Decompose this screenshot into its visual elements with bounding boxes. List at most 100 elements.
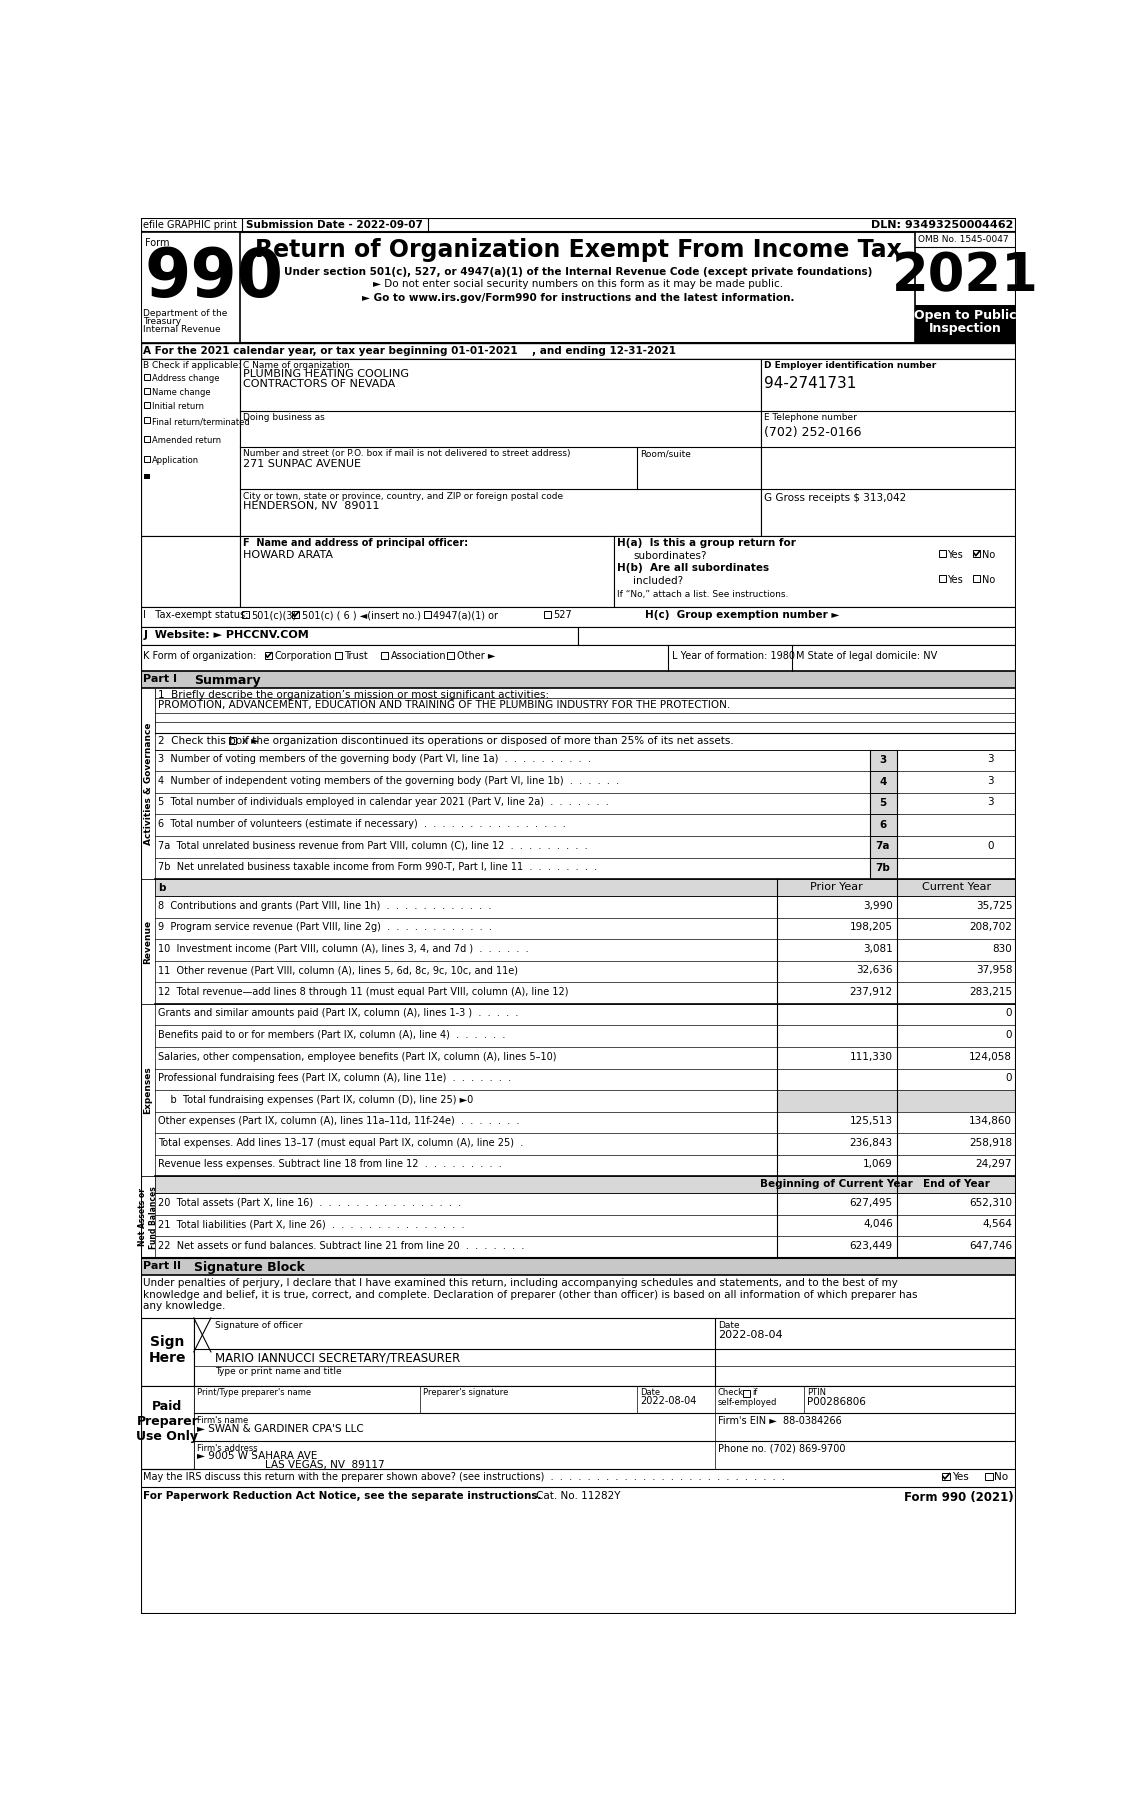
Text: 5  Total number of individuals employed in calendar year 2021 (Part V, line 2a) : 5 Total number of individuals employed i… <box>158 798 609 807</box>
Text: 236,843: 236,843 <box>850 1137 893 1148</box>
Text: 11  Other revenue (Part VIII, column (A), lines 5, 6d, 8c, 9c, 10c, and 11e): 11 Other revenue (Part VIII, column (A),… <box>158 965 518 976</box>
Text: 3: 3 <box>879 755 886 766</box>
Text: Under section 501(c), 527, or 4947(a)(1) of the Internal Revenue Code (except pr: Under section 501(c), 527, or 4947(a)(1)… <box>285 267 873 278</box>
Text: 2021: 2021 <box>892 250 1039 301</box>
Text: HOWARD ARATA: HOWARD ARATA <box>244 550 333 559</box>
Text: 7a  Total unrelated business revenue from Part VIII, column (C), line 12  .  .  : 7a Total unrelated business revenue from… <box>158 840 588 851</box>
Text: H(c)  Group exemption number ►: H(c) Group exemption number ► <box>645 610 839 620</box>
Bar <box>194 1386 1016 1413</box>
Text: Sign
Here: Sign Here <box>149 1335 186 1366</box>
Bar <box>743 1390 751 1397</box>
Text: L Year of formation: 1980: L Year of formation: 1980 <box>672 651 795 660</box>
Bar <box>240 535 614 606</box>
Text: b: b <box>158 883 166 892</box>
Text: Prior Year: Prior Year <box>809 882 863 892</box>
Bar <box>141 1386 194 1469</box>
Text: Current Year: Current Year <box>922 882 991 892</box>
Text: P00286806: P00286806 <box>807 1397 866 1406</box>
Text: 32,636: 32,636 <box>857 965 893 976</box>
Text: Amended return: Amended return <box>152 435 221 444</box>
Text: efile GRAPHIC print: efile GRAPHIC print <box>143 219 237 230</box>
Bar <box>614 535 1016 606</box>
Text: Yes: Yes <box>947 575 963 584</box>
Text: DLN: 93493250004462: DLN: 93493250004462 <box>872 219 1014 230</box>
Text: K Form of organization:: K Form of organization: <box>143 651 256 660</box>
Text: Submission Date - 2022-09-07: Submission Date - 2022-09-07 <box>246 219 422 230</box>
Bar <box>194 1440 1016 1469</box>
Text: 4947(a)(1) or: 4947(a)(1) or <box>434 610 498 620</box>
Text: 3: 3 <box>987 798 994 807</box>
Text: Paid
Preparer
Use Only: Paid Preparer Use Only <box>137 1400 199 1442</box>
Text: 652,310: 652,310 <box>969 1197 1013 1208</box>
Bar <box>335 651 342 658</box>
Text: Date: Date <box>718 1321 741 1330</box>
Bar <box>141 359 240 535</box>
Text: Net Assets or
Fund Balances: Net Assets or Fund Balances <box>139 1186 158 1248</box>
Bar <box>141 535 240 606</box>
Text: PROMOTION, ADVANCEMENT, EDUCATION AND TRAINING OF THE PLUMBING INDUSTRY FOR THE : PROMOTION, ADVANCEMENT, EDUCATION AND TR… <box>158 700 730 711</box>
Bar <box>973 550 980 557</box>
Bar <box>869 814 896 836</box>
Bar <box>145 417 150 423</box>
Text: 4  Number of independent voting members of the governing body (Part VI, line 1b): 4 Number of independent voting members o… <box>158 776 620 785</box>
Text: Professional fundraising fees (Part IX, column (A), line 11e)  .  .  .  .  .  . : Professional fundraising fees (Part IX, … <box>158 1074 511 1083</box>
Text: Yes: Yes <box>952 1471 969 1482</box>
Bar <box>869 771 896 793</box>
Text: PTIN: PTIN <box>807 1388 825 1397</box>
Text: 134,860: 134,860 <box>969 1116 1013 1126</box>
Text: 2022-08-04: 2022-08-04 <box>718 1330 784 1339</box>
Text: if the organization discontinued its operations or disposed of more than 25% of : if the organization discontinued its ope… <box>238 736 734 746</box>
Bar <box>869 793 896 814</box>
Text: Signature Block: Signature Block <box>194 1261 305 1273</box>
Text: If “No,” attach a list. See instructions.: If “No,” attach a list. See instructions… <box>616 590 788 599</box>
Bar <box>986 1473 992 1480</box>
Text: 8  Contributions and grants (Part VIII, line 1h)  .  .  .  .  .  .  .  .  .  .  : 8 Contributions and grants (Part VIII, l… <box>158 902 491 911</box>
Text: Other ►: Other ► <box>456 651 495 660</box>
Text: Initial return: Initial return <box>152 401 204 410</box>
Bar <box>382 651 388 658</box>
Text: 1,069: 1,069 <box>864 1159 893 1170</box>
Text: 501(c)(3): 501(c)(3) <box>251 610 297 620</box>
Text: 3  Number of voting members of the governing body (Part VI, line 1a)  .  .  .  .: 3 Number of voting members of the govern… <box>158 755 592 764</box>
Text: Activities & Governance: Activities & Governance <box>143 722 152 845</box>
Text: Doing business as: Doing business as <box>244 414 325 423</box>
Bar <box>145 455 150 463</box>
Text: 0: 0 <box>987 840 994 851</box>
Bar <box>141 232 1016 343</box>
Text: (702) 252-0166: (702) 252-0166 <box>764 426 861 439</box>
Text: self-employed: self-employed <box>718 1399 777 1408</box>
Text: Salaries, other compensation, employee benefits (Part IX, column (A), lines 5–10: Salaries, other compensation, employee b… <box>158 1052 557 1061</box>
Text: b  Total fundraising expenses (Part IX, column (D), line 25) ►0: b Total fundraising expenses (Part IX, c… <box>158 1094 473 1105</box>
Text: For Paperwork Reduction Act Notice, see the separate instructions.: For Paperwork Reduction Act Notice, see … <box>143 1491 542 1502</box>
Text: 627,495: 627,495 <box>850 1197 893 1208</box>
Text: D Employer identification number: D Employer identification number <box>764 361 936 370</box>
Bar <box>141 671 1016 688</box>
Bar <box>896 1090 1016 1112</box>
Bar <box>425 611 431 619</box>
Text: City or town, state or province, country, and ZIP or foreign postal code: City or town, state or province, country… <box>244 492 563 501</box>
Text: subordinates?: subordinates? <box>633 551 707 561</box>
Text: C Name of organization: C Name of organization <box>244 361 350 370</box>
Text: Open to Public: Open to Public <box>913 308 1016 321</box>
Text: Address change: Address change <box>152 374 219 383</box>
Bar <box>141 646 1016 671</box>
Bar <box>869 836 896 858</box>
Text: 2  Check this box ►: 2 Check this box ► <box>158 736 260 746</box>
Text: 3,081: 3,081 <box>864 943 893 954</box>
Bar <box>145 401 150 408</box>
Text: B Check if applicable:: B Check if applicable: <box>143 361 242 370</box>
Bar <box>194 1319 1016 1386</box>
Text: 283,215: 283,215 <box>969 987 1013 998</box>
Text: Internal Revenue: Internal Revenue <box>143 325 221 334</box>
Text: A For the 2021 calendar year, or tax year beginning 01-01-2021    , and ending 1: A For the 2021 calendar year, or tax yea… <box>143 345 676 356</box>
Text: 647,746: 647,746 <box>969 1241 1013 1252</box>
Text: PLUMBING HEATING COOLING: PLUMBING HEATING COOLING <box>244 370 410 379</box>
Text: 258,918: 258,918 <box>969 1137 1013 1148</box>
Bar <box>240 359 761 535</box>
Text: 21  Total liabilities (Part X, line 26)  .  .  .  .  .  .  .  .  .  .  .  .  .  : 21 Total liabilities (Part X, line 26) .… <box>158 1219 465 1230</box>
Text: No: No <box>982 550 996 561</box>
Text: Association: Association <box>391 651 446 660</box>
Text: Phone no. (702) 869-9700: Phone no. (702) 869-9700 <box>718 1444 846 1453</box>
Text: 22  Net assets or fund balances. Subtract line 21 from line 20  .  .  .  .  .  .: 22 Net assets or fund balances. Subtract… <box>158 1241 525 1252</box>
Text: Trust: Trust <box>344 651 368 660</box>
